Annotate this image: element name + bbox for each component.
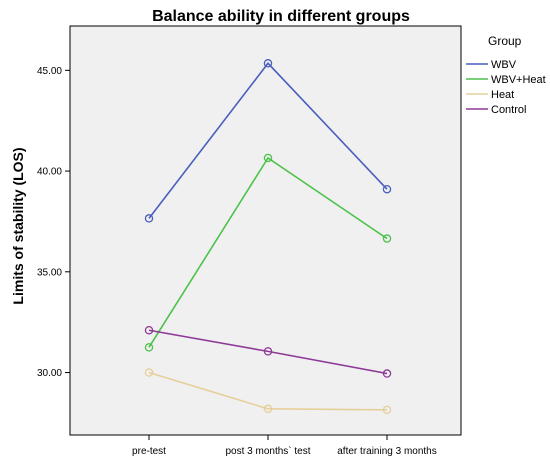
x-tick-label: after training 3 months: [337, 446, 437, 457]
series-1: [144, 153, 392, 352]
data-point: [144, 214, 154, 223]
legend-label: WBV+Heat: [491, 74, 546, 86]
legend-title: Group: [488, 34, 522, 48]
data-point: [263, 347, 273, 356]
plot-area: [69, 25, 462, 436]
data-point: [382, 184, 392, 194]
data-point: [382, 234, 392, 243]
x-tick-label: pre-test: [132, 446, 166, 457]
legend-label: Heat: [491, 89, 514, 101]
axes: 30.00 35.00 40.00 45.00 pre-test post 3 month…: [37, 66, 437, 457]
data-point: [263, 59, 273, 68]
legend: Group WBV WBV+Heat Heat Control: [466, 34, 546, 116]
y-tick-label: 30.00: [37, 368, 62, 379]
series-line: [148, 156, 388, 348]
legend-label: WBV: [491, 59, 517, 71]
series-line: [148, 329, 388, 375]
data-point: [382, 369, 392, 378]
data-point: [144, 325, 154, 335]
data-point: [263, 153, 273, 163]
series-line: [148, 62, 388, 219]
series-2: [144, 368, 392, 415]
x-tick-label: post 3 months` test: [225, 445, 310, 457]
series-0: [144, 59, 392, 223]
data-point: [144, 343, 154, 352]
chart-title: Balance ability in different groups: [152, 8, 410, 25]
y-axis-label: Limits of stability (LOS): [10, 147, 26, 304]
y-tick-label: 45.00: [37, 66, 62, 77]
series-layer: [144, 59, 392, 415]
data-point: [382, 405, 392, 415]
series-3: [144, 325, 392, 378]
legend-label: Control: [491, 104, 526, 116]
data-point: [263, 404, 273, 414]
series-line: [148, 371, 388, 411]
y-tick-label: 40.00: [37, 167, 62, 178]
data-point: [144, 368, 154, 377]
y-tick-label: 35.00: [37, 267, 62, 278]
